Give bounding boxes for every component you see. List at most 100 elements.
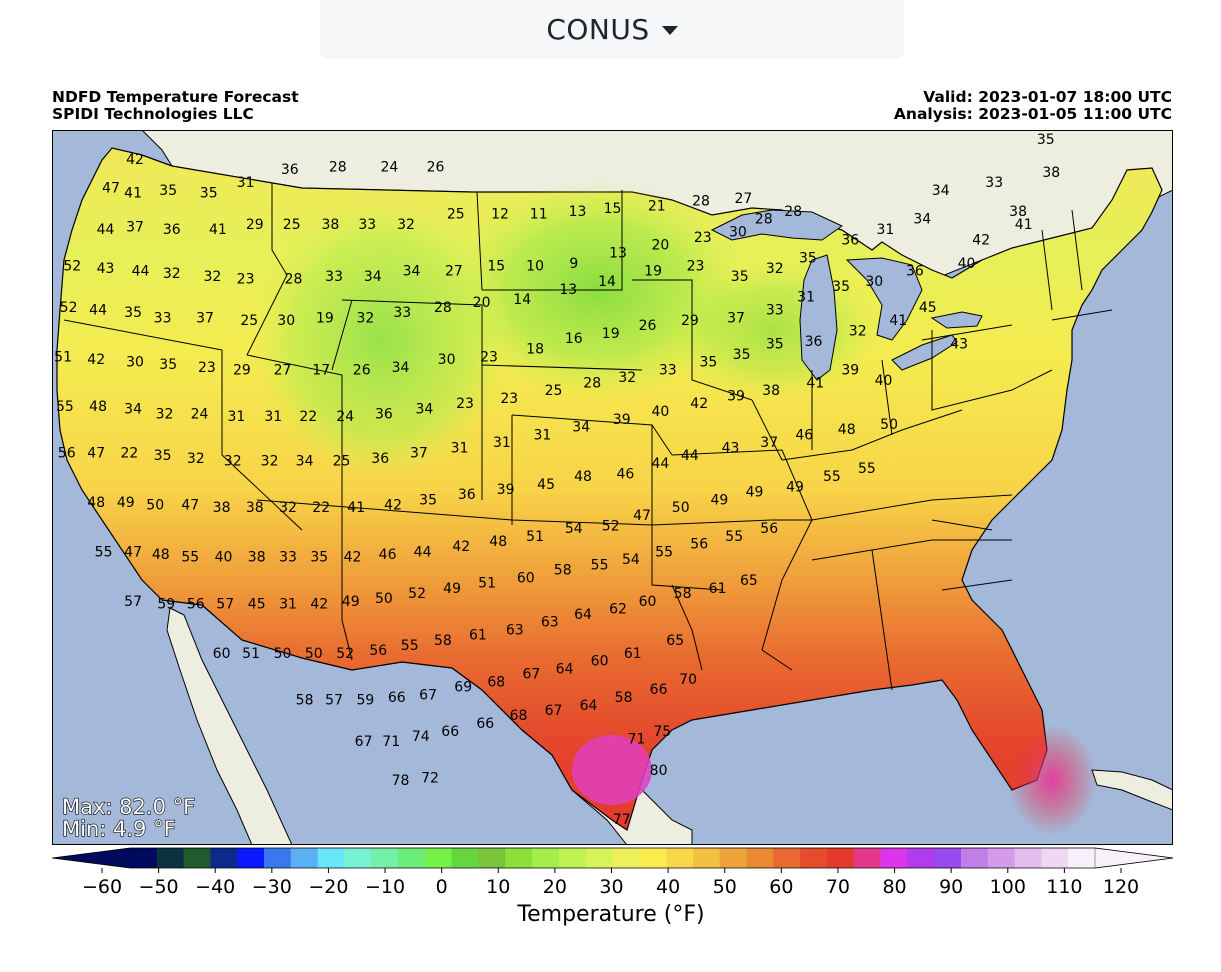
temperature-point-label: 34 — [913, 212, 931, 228]
temperature-point-label: 46 — [379, 547, 397, 563]
temperature-point-label: 38 — [1042, 165, 1060, 181]
temperature-point-label: 49 — [117, 495, 135, 511]
stats-box: Max: 82.0 °F Min: 4.9 °F — [61, 794, 195, 841]
temperature-point-label: 80 — [650, 763, 668, 779]
temperature-point-label: 46 — [795, 427, 813, 443]
temperature-point-label: 60 — [639, 594, 657, 610]
temperature-point-label: 66 — [476, 716, 494, 732]
temperature-point-label: 67 — [545, 703, 563, 719]
temperature-point-label: 61 — [709, 581, 727, 597]
colorbar-cell — [773, 848, 801, 868]
temperature-point-label: 37 — [727, 310, 745, 326]
temperature-point-label: 17 — [312, 362, 330, 378]
temperature-point-label: 32 — [224, 453, 242, 469]
temperature-point-label: 41 — [806, 375, 824, 391]
temperature-point-label: 54 — [622, 552, 640, 568]
temperature-point-label: 55 — [56, 399, 74, 415]
temperature-point-label: 37 — [196, 310, 214, 326]
temperature-point-label: 67 — [522, 667, 540, 683]
temperature-point-label: 28 — [583, 375, 601, 391]
temperature-point-label: 39 — [497, 482, 515, 498]
temperature-point-label: 65 — [740, 573, 758, 589]
temperature-point-label: 36 — [841, 232, 859, 248]
colorbar-cell — [692, 848, 721, 868]
temperature-point-label: 22 — [312, 500, 330, 516]
temperature-point-label: 38 — [1009, 204, 1027, 220]
temperature-point-label: 35 — [799, 251, 817, 267]
temperature-point-label: 35 — [159, 357, 177, 373]
temperature-point-label: 38 — [762, 383, 780, 399]
temperature-point-label: 35 — [419, 492, 437, 508]
colorbar-tick-label: 120 — [1103, 876, 1139, 898]
temperature-point-label: 45 — [919, 300, 937, 316]
colorbar-tick-label: −40 — [195, 876, 235, 898]
temperature-point-label: 34 — [572, 420, 590, 436]
temperature-point-label: 31 — [279, 596, 297, 612]
temperature-point-label: 41 — [209, 222, 227, 238]
colorbar-cell — [264, 848, 292, 868]
temperature-point-label: 33 — [659, 362, 677, 378]
colorbar-tick-label: 110 — [1046, 876, 1082, 898]
colorbar-cell — [344, 848, 372, 868]
max-temp-label: Max: 82.0 °F — [62, 795, 195, 819]
temperature-point-label: 24 — [191, 407, 209, 423]
temperature-point-label: 34 — [392, 360, 410, 376]
temperature-point-label: 33 — [279, 550, 297, 566]
temperature-point-label: 49 — [786, 479, 804, 495]
colorbar-tick-label: 90 — [939, 876, 963, 898]
temperature-point-label: 71 — [382, 734, 400, 750]
colorbar-tick-label: 10 — [486, 876, 510, 898]
temperature-point-label: 34 — [403, 264, 421, 280]
temperature-point-label: 26 — [353, 362, 371, 378]
temperature-point-label: 35 — [200, 186, 218, 202]
temperature-point-label: 41 — [889, 313, 907, 329]
colorbar-cell — [987, 848, 1016, 868]
temperature-point-label: 47 — [633, 508, 651, 524]
temperature-point-label: 64 — [580, 698, 598, 714]
temperature-point-label: 14 — [513, 292, 531, 308]
colorbar-label: Temperature (°F) — [516, 902, 704, 927]
colorbar-cells — [51, 847, 1174, 869]
temperature-point-label: 48 — [87, 495, 105, 511]
temperature-point-label: 41 — [347, 500, 365, 516]
temperature-point-label: 23 — [480, 349, 498, 365]
temperature-point-label: 12 — [491, 206, 509, 222]
temperature-point-label: 43 — [97, 261, 115, 277]
temperature-point-label: 55 — [725, 529, 743, 545]
temperature-point-label: 27 — [734, 191, 752, 207]
temperature-point-label: 19 — [644, 264, 662, 280]
region-selector[interactable]: CONUS — [320, 0, 904, 59]
temperature-point-label: 44 — [89, 303, 107, 319]
temperature-point-label: 36 — [163, 222, 181, 238]
colorbar-cell — [317, 848, 346, 868]
lake-michigan — [799, 254, 838, 381]
colorbar-tick-label: 80 — [882, 876, 906, 898]
colorbar-tick-label: 0 — [436, 876, 448, 898]
temperature-point-label: 30 — [729, 225, 747, 241]
temperature-point-label: 57 — [216, 596, 234, 612]
temperature-point-label: 36 — [375, 407, 393, 423]
colorbar-outline — [51, 847, 1174, 869]
temperature-point-label: 70 — [679, 672, 697, 688]
temperature-point-label: 56 — [187, 596, 205, 612]
colorbar-cell — [183, 848, 212, 868]
temperature-point-label: 48 — [489, 534, 507, 550]
colorbar-ticks: −60 −50 −40 −30 −20 −10 0 10 20 30 40 50 60 70 80 90 100… — [82, 868, 1139, 898]
region-selector-label: CONUS — [546, 13, 650, 46]
temperature-point-label: 44 — [132, 264, 150, 280]
temperature-point-label: 64 — [574, 607, 592, 623]
temperature-point-label: 52 — [63, 258, 81, 274]
temperature-point-label: 33 — [985, 175, 1003, 191]
temperature-point-label: 34 — [932, 183, 950, 199]
temperature-point-label: 49 — [746, 485, 764, 501]
colorbar-cell — [398, 848, 426, 868]
temperature-point-label: 65 — [666, 633, 684, 649]
temperature-point-label: 68 — [487, 674, 505, 690]
lake-erie — [891, 334, 958, 371]
temperature-point-label: 51 — [526, 529, 544, 545]
colorbar-cell — [156, 848, 185, 868]
temperature-point-label: 20 — [651, 238, 669, 254]
temperature-point-label: 69 — [454, 680, 472, 696]
